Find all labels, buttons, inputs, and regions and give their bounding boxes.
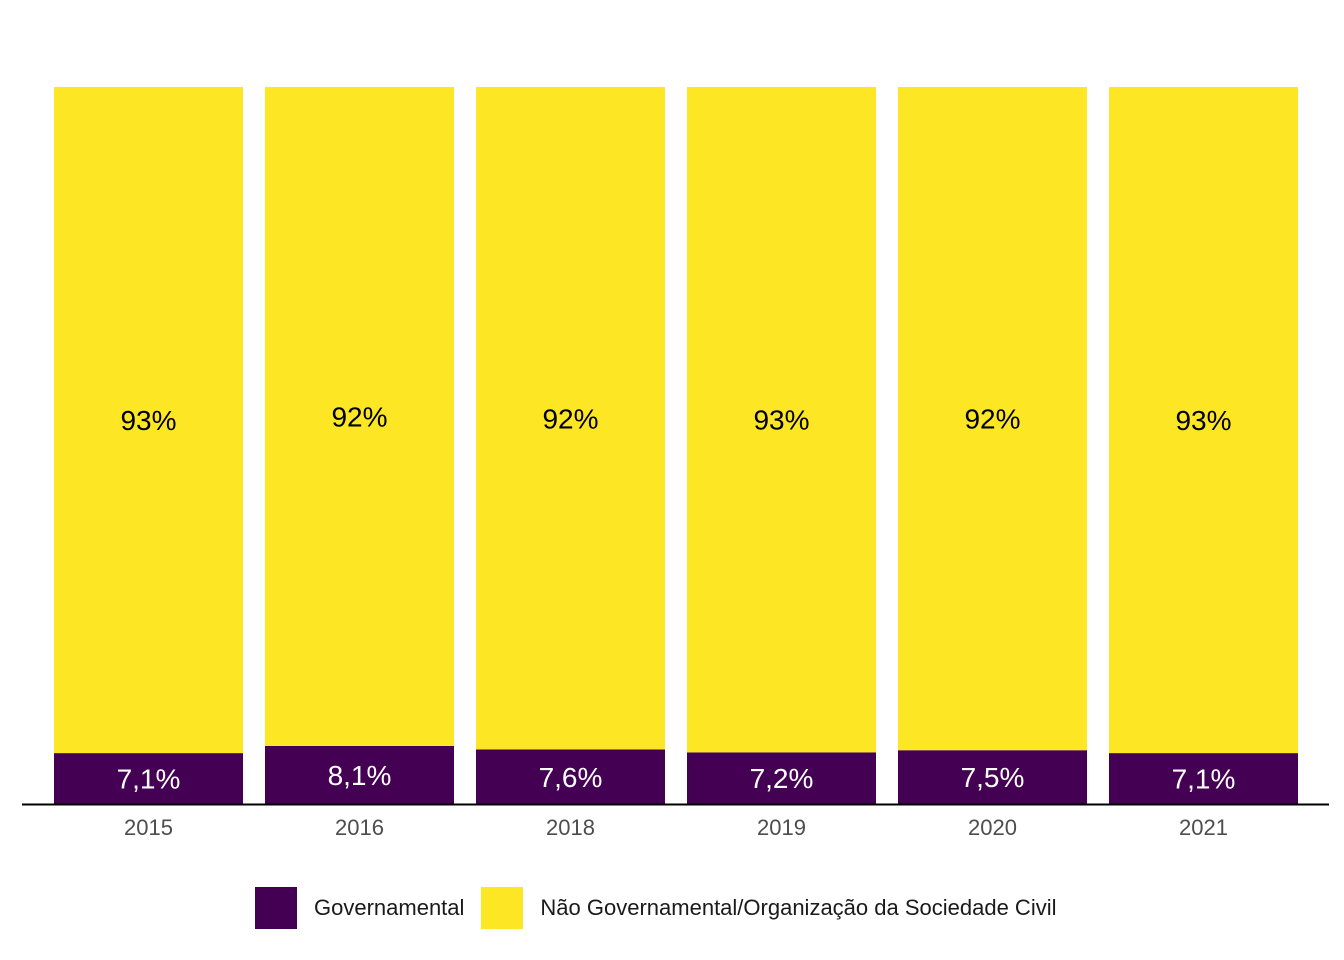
data-label-nao-governamental-2018: 92% (542, 403, 598, 434)
x-tick-label-2021: 2021 (1179, 815, 1228, 840)
data-label-nao-governamental-2020: 92% (964, 404, 1020, 435)
bar-segment-governamental-2021 (1109, 753, 1298, 804)
segment-labels-layer: 7,1% 93% 8,1% 92% 7,6% 92% 7,2% 93% 7,5% 92% 7,1% 9… (117, 401, 1236, 794)
bar-segment-nao-governamental-or-2016 (265, 87, 454, 746)
bar-segment-nao-governamental-or-2015 (54, 87, 243, 754)
legend-item-governamental: Governamental (255, 887, 464, 929)
x-axis-tick-labels: 2015 2016 2018 2019 2020 2021 (124, 815, 1228, 840)
legend: Governamental Não Governamental/Organiza… (255, 887, 1074, 929)
bar-segment-governamental-2019 (687, 752, 876, 804)
data-label-nao-governamental-2019: 93% (753, 405, 809, 436)
bar-segment-nao-governamental-or-2019 (687, 87, 876, 753)
bars-layer (54, 87, 1298, 804)
bar-segment-governamental-2018 (476, 749, 665, 804)
data-label-governamental-2020: 7,5% (961, 762, 1025, 793)
bar-segment-governamental-2020 (898, 750, 1087, 804)
legend-label-governamental: Governamental (314, 895, 465, 920)
data-label-nao-governamental-2021: 93% (1175, 405, 1231, 436)
x-tick-label-2019: 2019 (757, 815, 806, 840)
bar-segment-governamental-2016 (265, 745, 454, 804)
bar-segment-nao-governamental-or-2021 (1109, 87, 1298, 754)
legend-item-nao-governamental: Não Governamental/Organização da Socieda… (481, 887, 1057, 929)
data-label-governamental-2021: 7,1% (1172, 764, 1236, 795)
data-label-governamental-2018: 7,6% (539, 762, 603, 793)
legend-swatch-governamental (255, 887, 297, 929)
x-tick-label-2018: 2018 (546, 815, 595, 840)
bar-segment-governamental-2015 (54, 753, 243, 804)
data-label-nao-governamental-2015: 93% (120, 405, 176, 436)
data-label-governamental-2015: 7,1% (117, 764, 181, 795)
x-tick-label-2016: 2016 (335, 815, 384, 840)
legend-label-nao-governamental: Não Governamental/Organização da Socieda… (540, 895, 1057, 920)
x-tick-label-2020: 2020 (968, 815, 1017, 840)
x-tick-label-2015: 2015 (124, 815, 173, 840)
bar-segment-nao-governamental-or-2020 (898, 87, 1087, 751)
legend-swatch-nao-governamental (481, 887, 524, 929)
data-label-governamental-2019: 7,2% (750, 763, 814, 794)
data-label-governamental-2016: 8,1% (328, 760, 392, 791)
data-label-nao-governamental-2016: 92% (331, 401, 387, 432)
bar-segment-nao-governamental-or-2018 (476, 87, 665, 750)
